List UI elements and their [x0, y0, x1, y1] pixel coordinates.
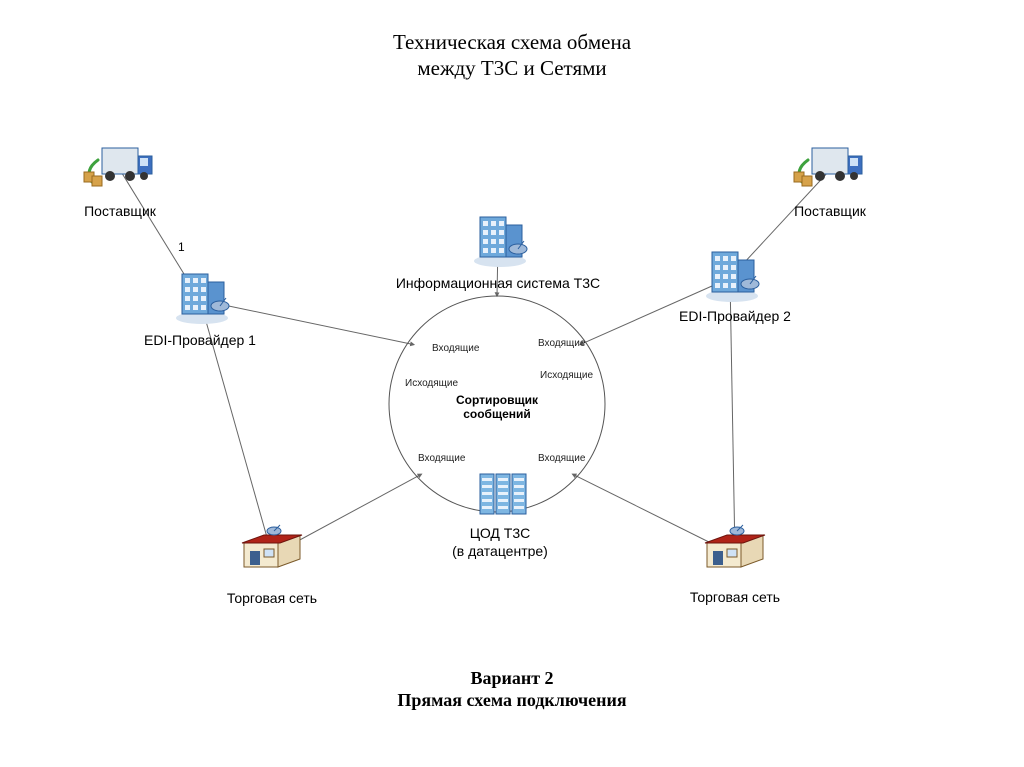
node-label-supplier-left: Поставщик: [60, 203, 180, 219]
io-label: Входящие: [538, 338, 585, 349]
io-label: Исходящие: [540, 370, 593, 381]
io-label: Исходящие: [405, 378, 458, 389]
node-store_right: [705, 525, 765, 567]
node-infosys: [474, 217, 527, 267]
hub-label: Сортировщик сообщений: [427, 393, 567, 421]
extra-label-1: 1: [178, 240, 185, 254]
node-label-datacenter-l2: (в датацентре): [452, 543, 548, 559]
node-label-store-right: Торговая сеть: [665, 589, 805, 605]
node-label-datacenter-l1: ЦОД Т3С: [470, 525, 530, 541]
node-edi2: [706, 252, 759, 302]
io-label: Входящие: [418, 453, 465, 464]
node-label-edi1: EDI-Провайдер 1: [130, 332, 270, 348]
node-datacenter: [480, 474, 526, 514]
node-label-infosys: Информационная система Т3С: [378, 275, 618, 291]
caption-line1: Вариант 2: [0, 668, 1024, 689]
hub-label-line2: сообщений: [463, 407, 531, 421]
node-store_left: [242, 525, 302, 567]
node-supplier_left: [84, 148, 152, 186]
caption-line2: Прямая схема подключения: [0, 690, 1024, 711]
io-label: Входящие: [538, 453, 585, 464]
node-label-store-left: Торговая сеть: [202, 590, 342, 606]
node-supplier_right: [794, 148, 862, 186]
io-label: Входящие: [432, 343, 479, 354]
node-label-supplier-right: Поставщик: [770, 203, 890, 219]
node-edi1: [176, 274, 229, 324]
node-label-datacenter: ЦОД Т3С (в датацентре): [430, 525, 570, 560]
node-label-edi2: EDI-Провайдер 2: [665, 308, 805, 324]
diagram-canvas: [0, 0, 1024, 767]
hub-label-line1: Сортировщик: [456, 393, 538, 407]
